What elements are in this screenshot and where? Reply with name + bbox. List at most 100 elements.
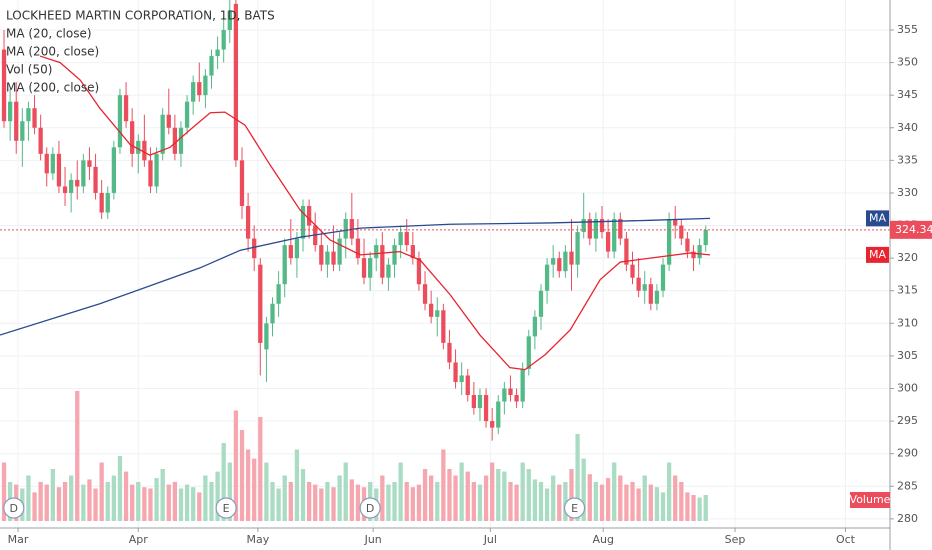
volume-bar: [465, 471, 470, 521]
volume-bar: [697, 497, 702, 521]
volume-bar: [136, 482, 141, 521]
candle-body: [422, 284, 428, 304]
candle-body: [386, 264, 391, 278]
volume-bar: [471, 482, 476, 521]
candle-body: [361, 258, 367, 278]
volume-bar: [111, 475, 116, 521]
candle-body: [605, 232, 611, 252]
candle-body: [398, 232, 403, 246]
candle-body: [441, 310, 446, 343]
candle-body: [496, 401, 501, 428]
candle-body: [1, 49, 7, 122]
volume-bar: [636, 488, 641, 521]
candle-body: [392, 245, 397, 265]
volume-bar: [50, 469, 55, 521]
candle-body: [538, 290, 544, 317]
volume-bar: [581, 458, 586, 521]
legend-item: MA (20, close): [6, 27, 92, 41]
candle-body: [703, 229, 708, 246]
candle-body: [288, 245, 293, 259]
volume-bar: [563, 482, 568, 521]
volume-bar: [520, 462, 525, 521]
volume-bar: [429, 475, 434, 521]
candle-body: [502, 388, 507, 402]
volume-bar: [44, 484, 49, 521]
volume-bar: [642, 475, 647, 521]
volume-bar: [691, 495, 696, 521]
candle-body: [660, 264, 666, 291]
candle-body: [563, 251, 568, 272]
y-tick-label: 295: [897, 414, 918, 427]
legend-title: LOCKHEED MARTIN CORPORATION, 1D, BATS: [6, 9, 275, 23]
candle-body: [93, 166, 98, 193]
volume-bar: [654, 487, 660, 521]
volume-bar: [32, 492, 37, 521]
event-label: D: [10, 502, 18, 515]
candle-body: [367, 258, 373, 278]
y-tick-label: 305: [897, 349, 918, 362]
event-label: E: [571, 502, 578, 515]
candle-body: [355, 238, 361, 259]
candle-body: [239, 160, 245, 206]
volume-bar: [38, 482, 43, 521]
volume-bar: [392, 482, 397, 521]
candle-body: [465, 375, 470, 396]
legend-item: MA (200, close): [6, 81, 99, 95]
candle-body: [636, 277, 641, 291]
candle-body: [697, 245, 702, 259]
event-label: E: [223, 502, 230, 515]
candle-body: [410, 245, 415, 259]
candle-body: [374, 245, 379, 259]
volume-bar: [544, 488, 550, 521]
candle-body: [44, 153, 49, 174]
candle-body: [50, 153, 55, 174]
volume-bar: [154, 478, 159, 521]
candle-body: [300, 205, 306, 239]
x-tick-label: Jun: [364, 533, 382, 546]
candle-body: [81, 160, 86, 187]
legend-item: MA (200, close): [6, 45, 99, 59]
candle-body: [654, 290, 660, 304]
volume-bar: [319, 488, 324, 521]
candle-body: [233, 3, 239, 161]
candle-body: [142, 140, 147, 161]
volume-bar: [130, 484, 135, 521]
volume-bar: [191, 487, 196, 521]
candle-body: [245, 205, 251, 239]
volume-bar: [380, 475, 385, 521]
candle-body: [343, 219, 348, 239]
candle-body: [325, 251, 330, 265]
x-tick-label: Apr: [129, 533, 149, 546]
candle-body: [648, 284, 653, 304]
volume-bar: [245, 449, 251, 521]
candle-body: [642, 284, 647, 291]
volume-bar: [441, 449, 446, 521]
event-marker: [563, 497, 586, 519]
y-tick-label: 340: [897, 121, 918, 134]
y-tick-label: 290: [897, 447, 918, 460]
volume-bar: [532, 479, 538, 521]
volume-bar: [172, 482, 178, 521]
x-tick-label: Mar: [8, 533, 29, 546]
volume-bar: [184, 484, 190, 521]
ma-axis-label: MA: [869, 211, 886, 224]
candle-body: [111, 147, 116, 193]
candle-body: [587, 219, 592, 239]
y-tick-label: 315: [897, 284, 918, 297]
candle-body: [105, 192, 110, 213]
candle-body: [38, 127, 43, 154]
candle-body: [215, 49, 220, 57]
candle-body: [477, 395, 483, 409]
volume-bar: [306, 482, 312, 521]
x-tick-label: Sep: [725, 533, 746, 546]
legend-item: Vol (50): [6, 63, 52, 77]
volume-bar: [648, 484, 653, 521]
candle-body: [447, 342, 452, 363]
volume-bar: [599, 484, 605, 521]
candle-body: [569, 251, 574, 265]
volume-bar: [276, 488, 281, 521]
volume-bar: [142, 487, 147, 521]
volume-bar: [483, 475, 489, 521]
last-price-label: 324.34: [895, 223, 932, 236]
